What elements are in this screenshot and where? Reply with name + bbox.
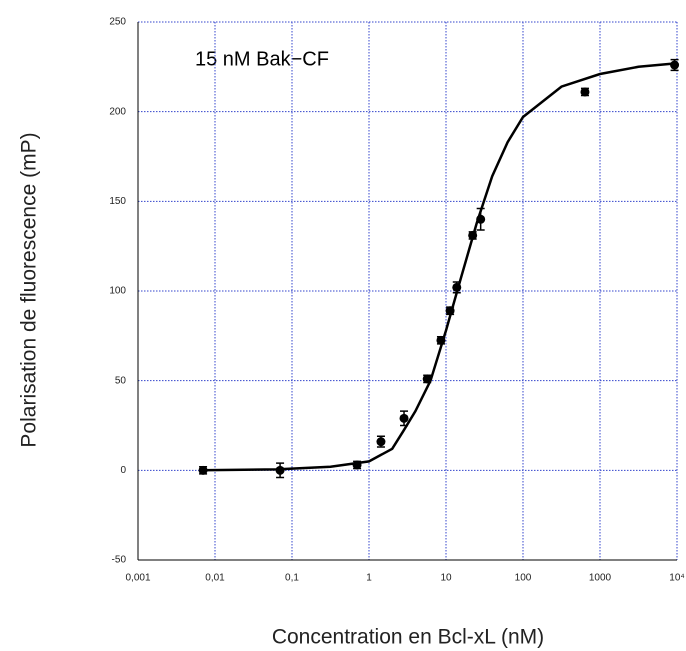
x-tick-label: 0,01 xyxy=(205,573,225,584)
data-point xyxy=(275,465,285,475)
data-point xyxy=(436,335,446,345)
y-tick-label: 0 xyxy=(120,465,126,476)
y-tick-label: -50 xyxy=(112,555,127,566)
x-tick-label: 10⁴ xyxy=(669,573,684,584)
y-tick-label: 100 xyxy=(109,286,126,297)
x-tick-label: 1000 xyxy=(589,573,612,584)
data-point xyxy=(476,214,486,224)
y-tick-label: 150 xyxy=(109,196,126,207)
x-tick-label: 0,001 xyxy=(125,573,150,584)
y-tick-label: 50 xyxy=(115,375,127,386)
y-tick-label: 200 xyxy=(109,106,126,117)
fit-curve xyxy=(199,61,678,472)
x-tick-label: 1 xyxy=(366,573,372,584)
data-point xyxy=(376,437,386,447)
data-point xyxy=(352,460,362,470)
x-axis-label: Concentration en Bcl-xL (nM) xyxy=(272,626,544,649)
data-point xyxy=(580,87,590,97)
data-point xyxy=(670,60,680,70)
data-point xyxy=(468,230,478,240)
x-tick-label: 10 xyxy=(440,573,452,584)
data-point xyxy=(399,413,409,423)
data-point xyxy=(198,465,208,475)
data-point xyxy=(422,374,432,384)
x-tick-label: 0,1 xyxy=(285,573,299,584)
x-tick-label: 100 xyxy=(515,573,532,584)
annotation: 15 nM Bak−CF xyxy=(195,48,329,70)
y-axis-label: Polarisation de fluorescence (mP) xyxy=(18,132,41,447)
y-tick-label: 250 xyxy=(109,17,126,28)
data-point xyxy=(445,306,455,316)
data-point xyxy=(452,282,462,292)
